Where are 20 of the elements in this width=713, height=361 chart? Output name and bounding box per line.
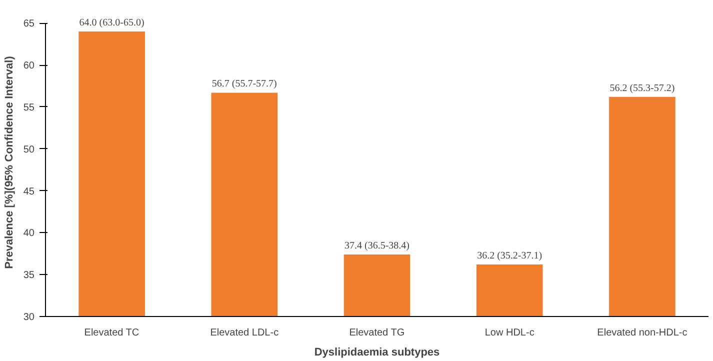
y-tick-label: 40 <box>23 228 35 240</box>
x-tick-label: Elevated TG <box>349 328 405 338</box>
y-tick-label: 65 <box>23 18 35 30</box>
x-tick-label: Elevated LDL-c <box>210 328 279 338</box>
y-tick-label: 60 <box>23 60 35 72</box>
x-tick-label: Low HDL-c <box>484 328 534 338</box>
y-tick-label: 35 <box>23 270 35 282</box>
data-label: 64.0 (63.0-65.0) <box>79 18 144 29</box>
y-axis-title: Prevalence [%](95% Confidence Interval) <box>3 56 16 269</box>
x-tick-label: Elevated non-HDL-c <box>597 328 688 338</box>
x-axis-title: Dyslipidaemia subtypes <box>314 346 440 358</box>
data-label: 36.2 (35.2-37.1) <box>477 250 542 262</box>
data-label: 56.2 (55.3-57.2) <box>610 82 675 94</box>
data-label: 56.7 (55.7-57.7) <box>212 78 277 90</box>
y-tick-label: 30 <box>23 312 35 323</box>
x-tick-label: Elevated TC <box>84 328 140 338</box>
y-tick-label: 50 <box>23 144 35 156</box>
data-label: 37.4 (36.5-38.4) <box>344 240 410 252</box>
y-tick-label: 55 <box>23 102 35 114</box>
y-tick-label: 45 <box>23 186 35 198</box>
